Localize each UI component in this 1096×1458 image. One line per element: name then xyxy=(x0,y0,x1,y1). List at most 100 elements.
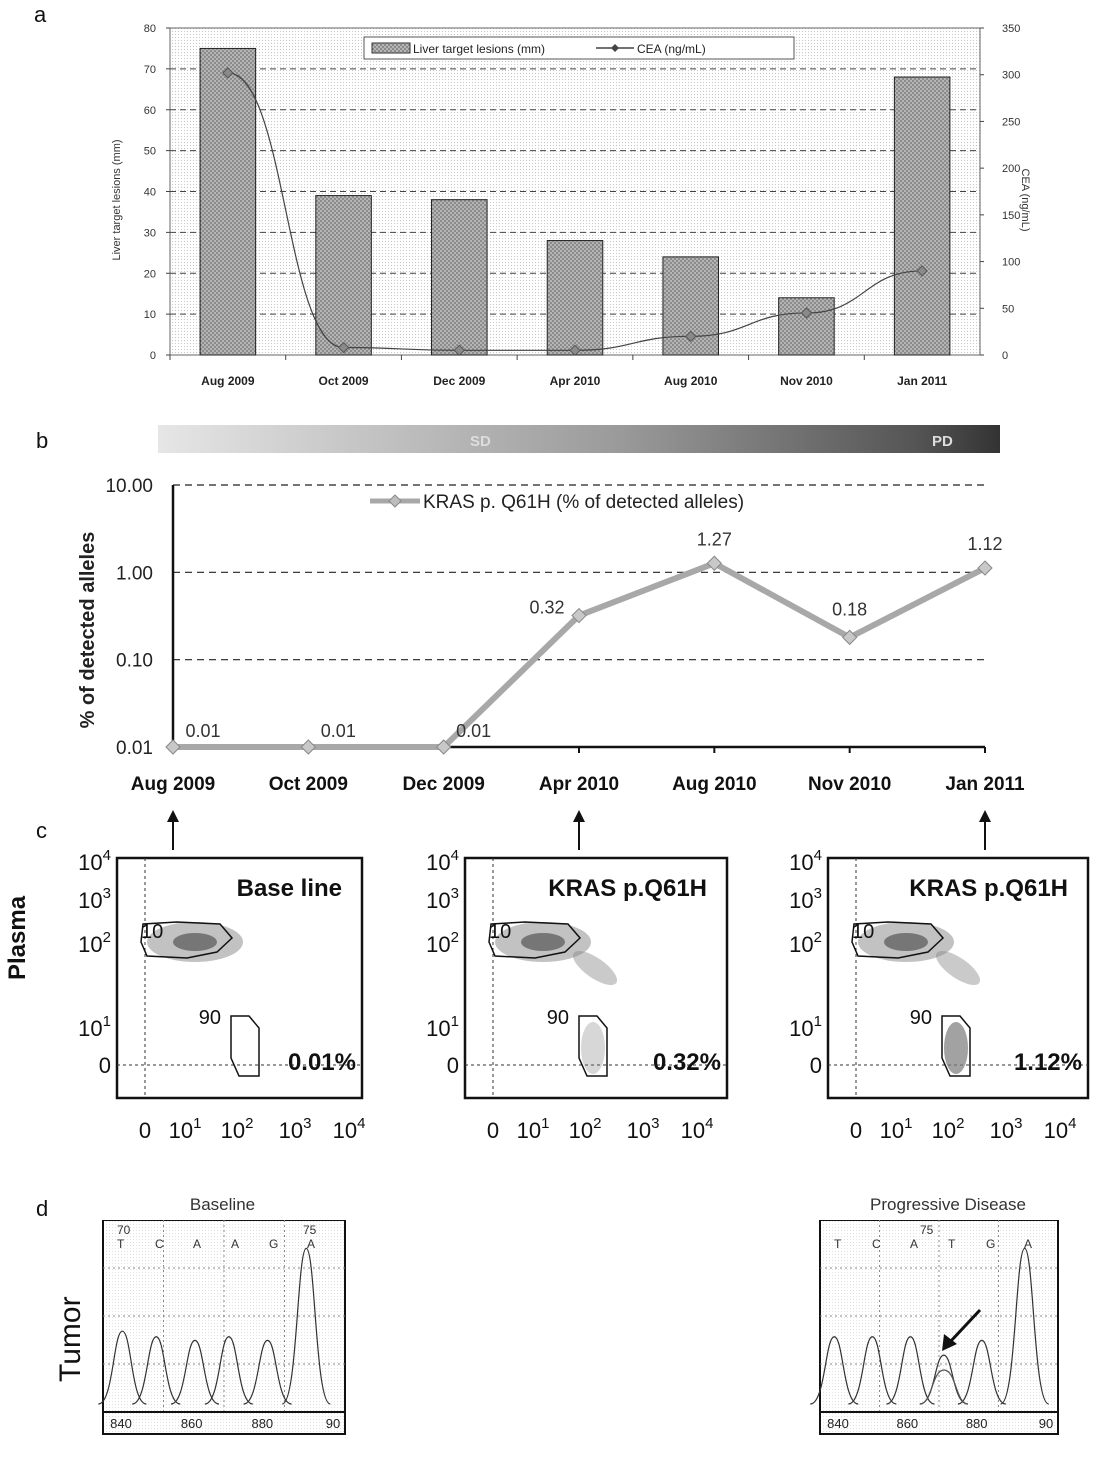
flow-xtick-label: 103 xyxy=(627,1115,660,1143)
trace-peak xyxy=(98,1330,147,1405)
chart-b-point xyxy=(435,739,452,755)
chart-b-data-label: 0.01 xyxy=(456,721,491,741)
flow-xtick-exponent: 2 xyxy=(956,1115,964,1132)
legend-marker-line xyxy=(611,44,619,52)
flow-xtick-exponent: 1 xyxy=(193,1115,201,1132)
flow-xtick-label: 104 xyxy=(1044,1115,1077,1143)
pointer-arrowhead xyxy=(979,810,991,822)
gate-upper xyxy=(140,921,234,959)
flow-ytick-label: 0 xyxy=(447,1053,459,1078)
flow-xtick-exponent: 2 xyxy=(245,1115,253,1132)
mutation-arrow xyxy=(948,1308,982,1344)
flow-plot-title: KRAS p.Q61H xyxy=(548,875,707,902)
chart-b-data-label: 1.12 xyxy=(967,534,1002,554)
flow-ytick-exponent: 1 xyxy=(103,1013,111,1030)
flow-ytick-exponent: 1 xyxy=(814,1013,822,1030)
trace-title-baseline: Baseline xyxy=(189,1195,256,1214)
flow-population-tail xyxy=(935,950,981,986)
trace-peak xyxy=(132,1336,181,1405)
flow-xtick-label: 102 xyxy=(221,1115,254,1143)
gate-label-lower: 90 xyxy=(199,1007,221,1029)
trace-peak xyxy=(204,1336,254,1405)
gate-label-upper: 10 xyxy=(852,921,874,943)
chart-a-bar xyxy=(199,47,257,356)
gate-upper xyxy=(851,921,945,959)
flow-ytick-exponent: 2 xyxy=(814,929,822,946)
trace-base: T xyxy=(948,1237,956,1251)
chart-a-cea-point xyxy=(569,344,581,357)
flow-plot-percent: 0.32% xyxy=(653,1049,721,1076)
chart-b-ytick-label: 0.01 xyxy=(116,738,153,759)
trace-base: G xyxy=(986,1237,995,1251)
chart-b-point xyxy=(300,739,317,755)
gate-label-lower: 90 xyxy=(910,1007,932,1029)
panel-label-a: a xyxy=(34,2,47,27)
chart-a-bar xyxy=(546,240,604,356)
chart-b-xtick-label: Aug 2009 xyxy=(131,774,215,795)
gate-lower xyxy=(578,1015,608,1077)
flow-xtick-exponent: 3 xyxy=(651,1115,659,1132)
trace-xtick-label: 860 xyxy=(181,1416,203,1431)
timeline-label-pd: PD xyxy=(932,433,953,450)
chart-b-ytick-label: 10.00 xyxy=(105,476,153,497)
legend-label-kras: KRAS p. Q61H (% of detected alleles) xyxy=(423,492,744,513)
flow-ytick-exponent: 3 xyxy=(103,885,111,902)
trace-xtick-label: 90 xyxy=(326,1416,340,1431)
flow-xtick-exponent: 3 xyxy=(1014,1115,1022,1132)
trace-plot-1: 70 75 T C A A G A 840 860 880 90 xyxy=(98,1220,346,1435)
flow-plot-title: KRAS p.Q61H xyxy=(909,875,1068,902)
flow-xtick-label: 0 xyxy=(139,1118,151,1143)
chart-a-ytick-label: 70 xyxy=(144,64,156,76)
chart-a-legend: Liver target lesions (mm) CEA (ng/mL) xyxy=(363,36,795,60)
flow-plot-percent: 0.01% xyxy=(288,1049,356,1076)
chart-b-data-label: 1.27 xyxy=(697,529,732,549)
gate-lower xyxy=(230,1015,260,1077)
trace-peak xyxy=(848,1336,897,1405)
chart-a-xtick-label: Dec 2009 xyxy=(433,374,485,388)
flow-xtick-label: 101 xyxy=(517,1115,550,1143)
chart-b-kras-line xyxy=(173,559,987,750)
flow-plot-frame xyxy=(115,856,364,1100)
chart-a-y2label: CEA (ng/mL) xyxy=(1019,169,1031,232)
chart-a-cea-point xyxy=(916,265,928,277)
chart-a-ytick-label: 0 xyxy=(150,350,156,362)
flow-ytick-label: 104 xyxy=(78,847,111,875)
flow-ytick-exponent: 2 xyxy=(103,929,111,946)
trace-xtick-label: 860 xyxy=(896,1416,918,1431)
trace-title-progressive: Progressive Disease xyxy=(870,1195,1026,1214)
flow-xtick-label: 103 xyxy=(279,1115,312,1143)
chart-a-cea-point xyxy=(453,344,465,357)
chart-a-y2tick-label: 300 xyxy=(1002,70,1020,82)
trace-peak xyxy=(810,1336,859,1405)
flow-xtick-exponent: 2 xyxy=(593,1115,601,1132)
panel-label-c: c xyxy=(36,818,47,843)
chart-b-xtick-label: Apr 2010 xyxy=(539,774,619,795)
chart-a-y2tick-label: 350 xyxy=(1002,23,1020,35)
chart-b-data-label: 0.32 xyxy=(529,598,564,618)
flow-xtick-label: 102 xyxy=(932,1115,965,1143)
trace-xtick-label: 840 xyxy=(110,1416,132,1431)
trace-base: A xyxy=(1024,1237,1032,1251)
trace-mutant-peak xyxy=(919,1369,969,1405)
chart-a-y2tick-label: 150 xyxy=(1002,210,1020,222)
trace-base: A xyxy=(231,1237,239,1251)
trace-base: G xyxy=(269,1237,278,1251)
flow-ytick-label: 103 xyxy=(426,885,459,913)
chart-a-y2tick-label: 50 xyxy=(1002,303,1014,315)
chart-a-xtick-label: Apr 2010 xyxy=(550,374,601,388)
gate-lower xyxy=(941,1015,971,1077)
chart-b-xtick-label: Jan 2011 xyxy=(945,774,1025,795)
chart-b-point xyxy=(706,555,723,571)
flow-ytick-label: 103 xyxy=(78,885,111,913)
flow-xtick-label: 103 xyxy=(990,1115,1023,1143)
chart-a-xtick-label: Jan 2011 xyxy=(897,374,947,388)
chart-b-point xyxy=(571,607,587,624)
flow-xtick-label: 101 xyxy=(169,1115,202,1143)
flow-xtick-exponent: 1 xyxy=(541,1115,549,1132)
chart-b-xtick-label: Dec 2009 xyxy=(402,774,484,795)
legend-swatch-bar xyxy=(371,42,411,54)
gate-label-lower: 90 xyxy=(547,1007,569,1029)
trace-peak xyxy=(170,1339,220,1405)
trace-xtick-label: 880 xyxy=(251,1416,273,1431)
